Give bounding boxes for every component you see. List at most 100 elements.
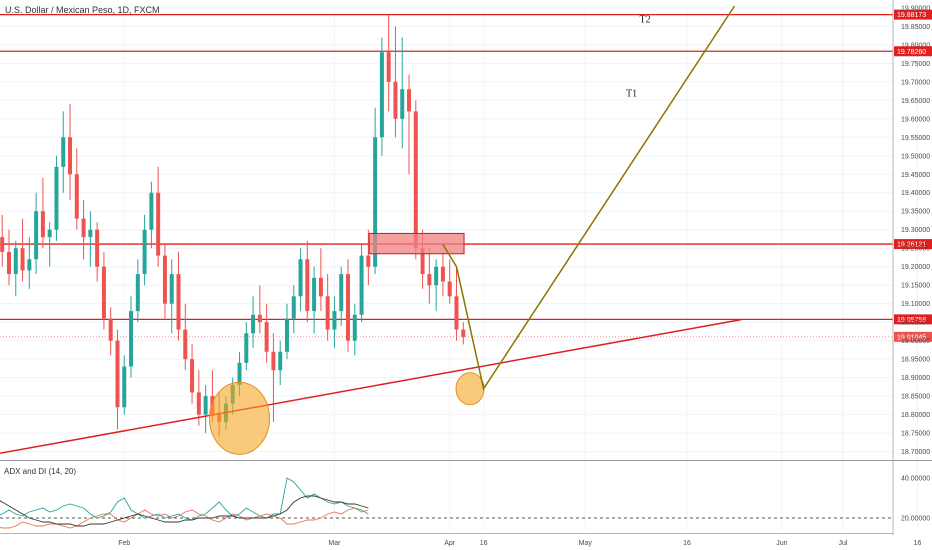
indicator-title: ADX and DI (14, 20) — [4, 467, 76, 476]
candle-body — [420, 248, 425, 275]
candle-body — [244, 333, 249, 363]
candle-body — [312, 277, 317, 312]
candle — [312, 266, 317, 334]
candle — [271, 333, 276, 423]
candle — [7, 229, 11, 286]
price-tick-label: 19.15000 — [901, 283, 930, 290]
candle-body — [325, 296, 330, 330]
chart-title: U.S. Dollar / Mexican Peso, 1D, FXCM — [5, 5, 160, 15]
candle-body — [339, 274, 344, 312]
time-tick-label: Feb — [118, 540, 130, 547]
candle-body — [156, 192, 161, 256]
current-price-label: 19.01045 — [897, 334, 926, 341]
indicator-tick-label: 20.00000 — [901, 516, 930, 523]
candle-body — [142, 229, 147, 275]
time-tick-label: May — [579, 540, 593, 547]
time-tick-label: 16 — [683, 540, 691, 547]
target-annotation: T2 — [640, 15, 651, 26]
candle — [34, 192, 39, 275]
projection-path — [442, 5, 736, 391]
level-price-tag — [894, 9, 932, 20]
candle-body — [95, 229, 100, 267]
candle-body — [454, 296, 459, 330]
candle-body — [251, 314, 256, 334]
candle — [427, 248, 432, 304]
candle-body — [13, 248, 18, 275]
candle-body — [68, 137, 73, 175]
candle — [305, 240, 310, 323]
candle — [379, 37, 384, 156]
candle — [162, 244, 167, 319]
candle-body — [88, 229, 93, 238]
price-tick-label: 18.90000 — [901, 375, 930, 382]
candle — [244, 322, 249, 371]
candle-body — [20, 248, 25, 271]
candle — [156, 166, 161, 267]
candle — [122, 355, 127, 415]
candle — [434, 259, 439, 312]
time-tick-label: Jun — [776, 540, 787, 547]
candle — [129, 296, 134, 378]
candle-body — [305, 259, 310, 312]
candle-body — [298, 259, 303, 297]
candle-body — [74, 174, 79, 219]
price-tick-label: 19.85000 — [901, 24, 930, 31]
candle-body — [169, 274, 174, 304]
candle — [366, 229, 371, 286]
time-tick-label: 16 — [914, 540, 922, 547]
candle-body — [190, 359, 195, 393]
candle — [332, 296, 337, 349]
candle-body — [129, 311, 134, 367]
level-price-tag — [894, 314, 932, 325]
candle — [68, 103, 73, 201]
candle — [440, 251, 445, 297]
price-tick-label: 19.70000 — [901, 79, 930, 86]
candle-body — [386, 52, 391, 82]
price-tick-label: 19.30000 — [901, 227, 930, 234]
candle-body — [237, 362, 242, 386]
price-tick-label: 18.70000 — [901, 449, 930, 456]
candle — [318, 248, 323, 312]
level-price-label: 19.88173 — [897, 12, 926, 19]
candle — [447, 259, 452, 304]
price-tick-label: 19.45000 — [901, 172, 930, 179]
price-tick-label: 19.10000 — [901, 301, 930, 308]
candle — [393, 26, 398, 138]
candle-body — [81, 218, 86, 238]
candlestick-series — [0, 15, 466, 437]
candle — [13, 240, 18, 297]
level-price-tag — [894, 46, 932, 57]
price-tick-label: 18.95000 — [901, 357, 930, 364]
price-tick-label: 19.50000 — [901, 153, 930, 160]
price-tick-label: 19.00000 — [901, 338, 930, 345]
candle — [81, 200, 86, 260]
price-tick-label: 19.60000 — [901, 116, 930, 123]
candle-body — [427, 274, 432, 286]
price-tick-label: 19.90000 — [901, 5, 930, 12]
candle — [291, 285, 296, 334]
price-tick-label: 19.80000 — [901, 42, 930, 49]
candle — [27, 237, 32, 289]
candle-body — [400, 89, 405, 119]
candle-body — [434, 266, 439, 286]
drawing-layer[interactable]: T1 T2 — [0, 5, 742, 459]
candle-body — [149, 192, 154, 230]
candle — [40, 177, 45, 249]
highlight-circle — [209, 381, 271, 455]
candle — [95, 222, 100, 282]
candle — [61, 111, 66, 193]
candle — [142, 214, 147, 286]
candle-body — [101, 266, 106, 319]
candle-body — [393, 81, 398, 119]
supply-zone-box — [368, 232, 465, 255]
level-price-label: 19.26121 — [897, 242, 926, 249]
di-plus-line — [0, 477, 369, 521]
price-tick-label: 19.20000 — [901, 264, 930, 271]
candle-body — [176, 274, 181, 330]
candle-body — [318, 277, 323, 297]
candle-body — [373, 137, 378, 267]
candle — [190, 344, 195, 404]
candle-body — [447, 281, 452, 297]
candle-body — [291, 296, 296, 319]
